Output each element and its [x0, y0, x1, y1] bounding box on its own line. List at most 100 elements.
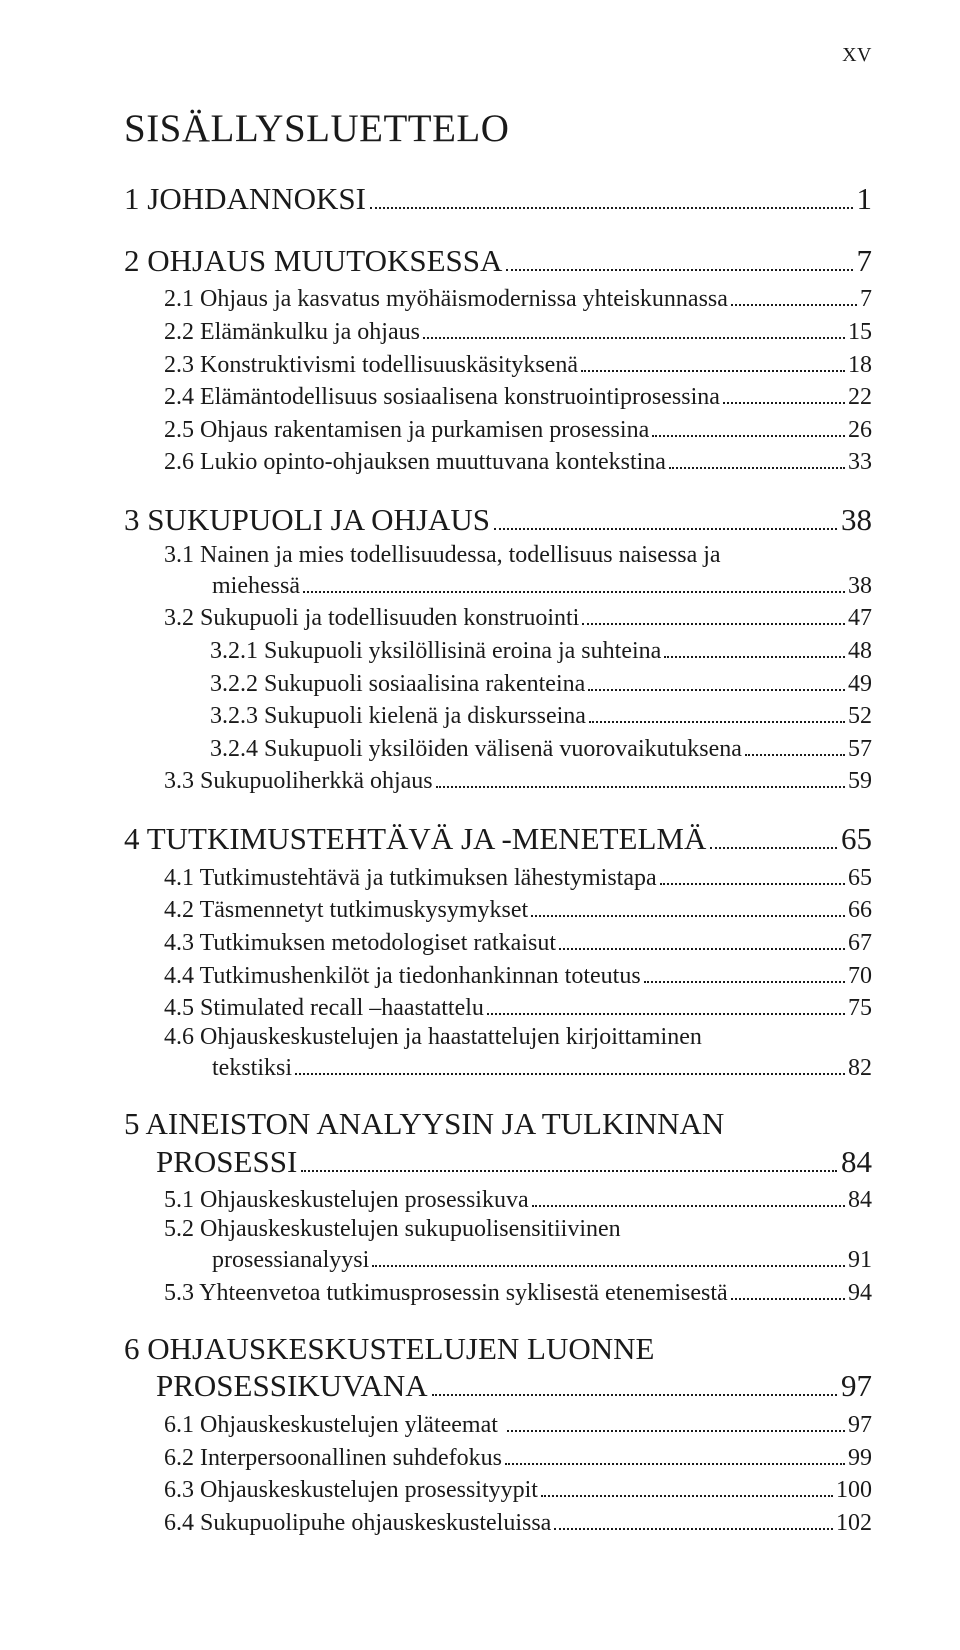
- toc-leader-dots: [710, 819, 837, 849]
- toc-entry-label: 3.2.3 Sukupuoli kielenä ja diskursseina: [210, 703, 586, 730]
- toc-entry-page: 59: [848, 768, 872, 795]
- toc-l2-entry: 6.4 Sukupuolipuhe ohjauskeskusteluissa10…: [164, 1506, 872, 1537]
- toc-l2-entry: 6.1 Ohjauskeskustelujen yläteemat 97: [164, 1408, 872, 1439]
- toc-entry-label: 6.2 Interpersoonallinen suhdefokus: [164, 1445, 502, 1472]
- toc-leader-dots: [652, 413, 845, 437]
- toc-l2-entry: 2.2 Elämänkulku ja ohjaus15: [164, 315, 872, 346]
- toc-title: SISÄLLYSLUETTELO: [124, 106, 872, 151]
- toc-entry-label: 4.5 Stimulated recall –haastattelu: [164, 995, 484, 1022]
- toc-leader-dots: [581, 348, 845, 372]
- toc-l3-entry: 3.2.2 Sukupuoli sosiaalisina rakenteina4…: [210, 667, 872, 698]
- toc-entry-page: 48: [848, 638, 872, 665]
- toc-entry-label: 5.3 Yhteenvetoa tutkimusprosessin syklis…: [164, 1280, 728, 1307]
- toc-entry-page: 84: [848, 1187, 872, 1214]
- toc-l2-entry: 3.3 Sukupuoliherkkä ohjaus59: [164, 765, 872, 796]
- toc-entry-label: 2.2 Elämänkulku ja ohjaus: [164, 319, 420, 346]
- toc-entry-line1: 3.1 Nainen ja mies todellisuudessa, tode…: [164, 542, 872, 569]
- toc-leader-dots: [723, 381, 845, 405]
- toc-entry-page: 97: [841, 1368, 872, 1404]
- toc-entry-label: 4.3 Tutkimuksen metodologiset ratkaisut: [164, 930, 556, 957]
- toc-entry-label: 2.1 Ohjaus ja kasvatus myöhäismodernissa…: [164, 286, 728, 313]
- toc-entry-page: 97: [848, 1412, 872, 1439]
- toc-entry-page: 26: [848, 417, 872, 444]
- toc-entry-page: 82: [848, 1055, 872, 1082]
- toc-leader-dots: [506, 241, 852, 271]
- toc-entry-label: 6.1 Ohjauskeskustelujen yläteemat: [164, 1412, 504, 1439]
- toc-entry-page: 65: [848, 865, 872, 892]
- toc-entry-label: 2.5 Ohjaus rakentamisen ja purkamisen pr…: [164, 417, 649, 444]
- toc-l2-wrapped: 4.6 Ohjauskeskustelujen ja haastatteluje…: [164, 1024, 872, 1082]
- toc-leader-dots: [559, 926, 845, 950]
- toc-leader-dots: [664, 634, 845, 658]
- toc-leader-dots: [660, 861, 845, 885]
- toc-l2-entry: 6.2 Interpersoonallinen suhdefokus 99: [164, 1441, 872, 1472]
- toc-entry-label: PROSESSIKUVANA: [156, 1368, 428, 1404]
- toc-entry-page: 91: [848, 1247, 872, 1274]
- toc-l2-entry: 3.2 Sukupuoli ja todellisuuden konstruoi…: [164, 602, 872, 633]
- toc-entry-label: 4.4 Tutkimushenkilöt ja tiedonhankinnan …: [164, 963, 641, 990]
- toc-entry-line1: 5.2 Ohjauskeskustelujen sukupuolisensiti…: [164, 1216, 872, 1243]
- toc-entry-label: 3.2.4 Sukupuoli yksilöiden välisenä vuor…: [210, 736, 742, 763]
- toc-entry-label: 2.4 Elämäntodellisuus sosiaalisena konst…: [164, 384, 720, 411]
- toc-entry-label: 1 JOHDANNOKSI: [124, 181, 366, 217]
- toc-entry-line1: 6 OHJAUSKESKUSTELUJEN LUONNE: [124, 1331, 872, 1367]
- toc-l1-entry: 2 OHJAUS MUUTOKSESSA 7: [124, 241, 872, 279]
- toc-entry-page: 38: [841, 502, 872, 538]
- toc-entry-page: 52: [848, 703, 872, 730]
- toc-l1-wrapped: 6 OHJAUSKESKUSTELUJEN LUONNEPROSESSIKUVA…: [124, 1331, 872, 1405]
- toc-entry-label: 4.1 Tutkimustehtävä ja tutkimuksen lähes…: [164, 865, 657, 892]
- toc-leader-dots: [487, 992, 845, 1016]
- toc-entry-label: 4.2 Täsmennetyt tutkimuskysymykset: [164, 897, 528, 924]
- toc-leader-dots: [531, 894, 845, 918]
- toc-l1-entry: 1 JOHDANNOKSI 1: [124, 179, 872, 217]
- toc-entry-page: 75: [848, 995, 872, 1022]
- toc-entry-page: 99: [848, 1445, 872, 1472]
- toc-leader-dots: [303, 569, 845, 593]
- toc-entry-page: 38: [848, 573, 872, 600]
- toc-entry-label: 4 TUTKIMUSTEHTÄVÄ JA -MENETELMÄ: [124, 821, 706, 857]
- toc-l2-entry: 4.2 Täsmennetyt tutkimuskysymykset66: [164, 894, 872, 925]
- toc-l3-entry: 3.2.4 Sukupuoli yksilöiden välisenä vuor…: [210, 732, 872, 763]
- toc-entry-page: 67: [848, 930, 872, 957]
- page-number: XV: [842, 44, 872, 67]
- toc-entry-label: prosessianalyysi: [212, 1247, 369, 1274]
- toc-leader-dots: [505, 1441, 845, 1465]
- toc-entry-page: 47: [848, 605, 872, 632]
- toc-l2-wrapped: 5.2 Ohjauskeskustelujen sukupuolisensiti…: [164, 1216, 872, 1274]
- toc-entry-line2: PROSESSI 84: [124, 1142, 872, 1180]
- toc-entry-page: 84: [841, 1144, 872, 1180]
- toc-l2-entry: 5.1 Ohjauskeskustelujen prosessikuva 84: [164, 1184, 872, 1215]
- toc-entry-label: 2.3 Konstruktivismi todellisuuskäsitykse…: [164, 352, 578, 379]
- toc-l1-entry: 4 TUTKIMUSTEHTÄVÄ JA -MENETELMÄ65: [124, 819, 872, 857]
- toc-entry-label: 3.2.1 Sukupuoli yksilöllisinä eroina ja …: [210, 638, 661, 665]
- toc-leader-dots: [731, 1276, 845, 1300]
- toc-l3-entry: 3.2.1 Sukupuoli yksilöllisinä eroina ja …: [210, 634, 872, 665]
- toc-entry-page: 7: [857, 243, 873, 279]
- toc-leader-dots: [295, 1051, 845, 1075]
- toc-entry-page: 100: [836, 1477, 872, 1504]
- toc-leader-dots: [582, 602, 845, 626]
- toc-entry-label: 5.1 Ohjauskeskustelujen prosessikuva: [164, 1187, 529, 1214]
- toc-entry-page: 1: [857, 181, 873, 217]
- toc-leader-dots: [532, 1184, 845, 1208]
- toc-l2-entry: 4.5 Stimulated recall –haastattelu 75: [164, 992, 872, 1023]
- toc-entry-page: 22: [848, 384, 872, 411]
- toc-entry-page: 57: [848, 736, 872, 763]
- toc-leader-dots: [669, 446, 845, 470]
- toc-leader-dots: [301, 1142, 837, 1172]
- toc-l2-entry: 5.3 Yhteenvetoa tutkimusprosessin syklis…: [164, 1276, 872, 1307]
- toc-leader-dots: [432, 1367, 837, 1397]
- toc-entry-page: 7: [860, 286, 872, 313]
- toc-entry-line2: miehessä38: [164, 569, 872, 600]
- toc-entry-label: 3 SUKUPUOLI JA OHJAUS: [124, 502, 490, 538]
- toc-l2-wrapped: 3.1 Nainen ja mies todellisuudessa, tode…: [164, 542, 872, 600]
- toc-entry-page: 33: [848, 449, 872, 476]
- toc-leader-dots: [644, 959, 845, 983]
- toc-leader-dots: [589, 700, 845, 724]
- toc-entry-label: 2 OHJAUS MUUTOKSESSA: [124, 243, 502, 279]
- toc-entry-label: PROSESSI: [156, 1144, 297, 1180]
- toc-body: 1 JOHDANNOKSI 1 2 OHJAUS MUUTOKSESSA 7 2.1 O…: [124, 179, 872, 1537]
- toc-l2-entry: 4.4 Tutkimushenkilöt ja tiedonhankinnan …: [164, 959, 872, 990]
- toc-entry-line1: 4.6 Ohjauskeskustelujen ja haastatteluje…: [164, 1024, 872, 1051]
- toc-leader-dots: [494, 500, 837, 530]
